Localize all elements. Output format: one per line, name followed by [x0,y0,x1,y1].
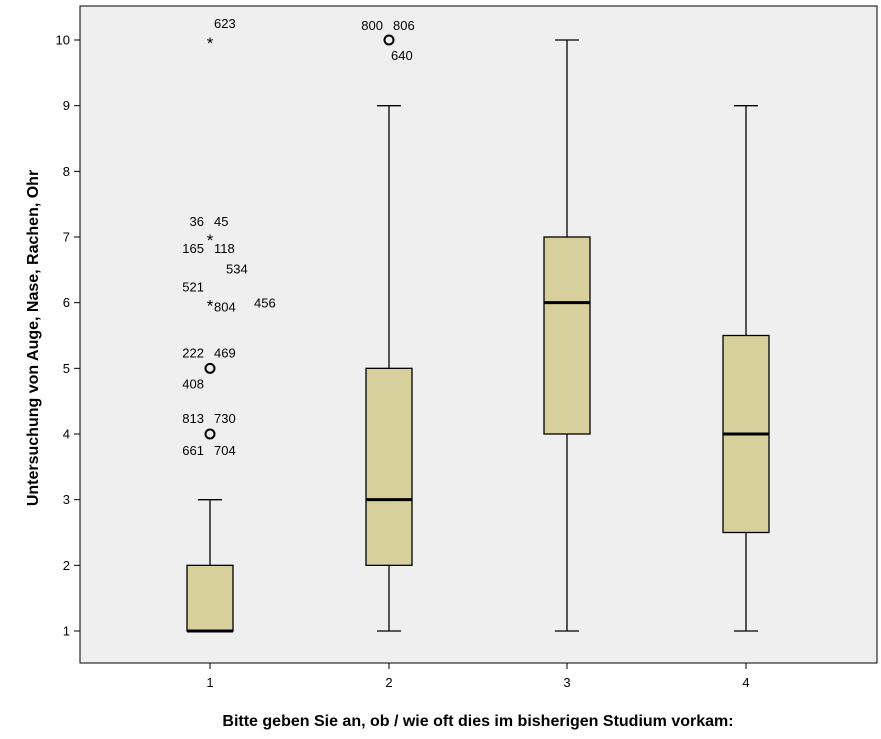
outlier-label: 222 [182,345,204,360]
y-tick-label: 4 [63,427,70,442]
outlier-label: 118 [214,241,235,256]
x-tick-label: 1 [206,675,213,690]
x-tick-label: 4 [742,675,749,690]
x-tick-label: 2 [385,675,392,690]
y-tick-label: 10 [56,33,70,48]
y-tick-label: 5 [63,361,70,376]
box-iqr [186,564,234,632]
outlier-star: * [207,34,214,53]
outlier-label: 730 [214,411,236,426]
outlier-label: 36 [190,214,204,229]
outlier-label: 623 [214,16,236,31]
outlier-label: 813 [182,411,204,426]
outlier-label: 165 [182,241,204,256]
outlier-label: 408 [182,376,204,391]
outlier-circle [204,362,216,374]
outlier-label: 534 [226,262,248,277]
box-iqr [365,367,413,566]
outlier-label: 704 [214,443,236,458]
y-tick-label: 2 [63,558,70,573]
y-tick-label: 6 [63,295,70,310]
y-tick-label: 3 [63,492,70,507]
outlier-label: 456 [254,296,276,311]
outlier-label: 806 [393,18,415,33]
outlier-label: 661 [182,443,204,458]
outlier-label: 521 [182,280,204,295]
x-axis-title: Bitte geben Sie an, ob / wie oft dies im… [222,713,733,730]
y-tick-label: 1 [63,624,70,639]
y-tick-label: 8 [63,164,70,179]
outlier-label: 45 [214,214,228,229]
outlier-circle [204,428,216,440]
outlier-label: 800 [361,18,383,33]
box-iqr [543,236,591,435]
y-axis-title: Untersuchung von Auge, Nase, Rachen, Ohr [25,170,42,506]
outlier-circle [383,34,395,46]
x-tick-label: 3 [563,675,570,690]
outlier-label: 640 [391,48,413,63]
outlier-star: * [207,297,214,316]
y-tick-label: 9 [63,98,70,113]
outlier-label: 804 [214,300,236,315]
plot-area [79,5,878,664]
outlier-label: 469 [214,345,236,360]
outlier-star: * [207,231,214,250]
y-tick-label: 7 [63,230,70,245]
